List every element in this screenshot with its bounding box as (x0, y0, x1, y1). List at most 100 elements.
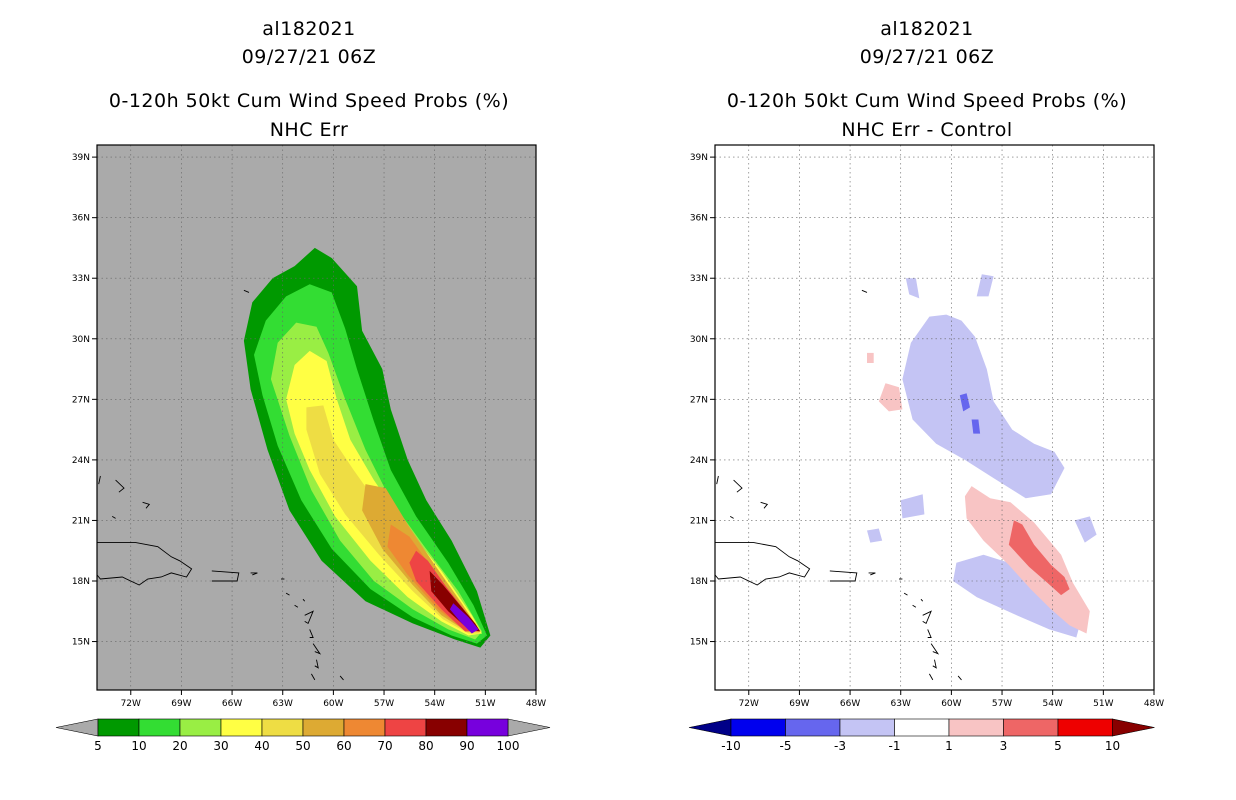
colorbar-label: 80 (418, 739, 433, 753)
product-title: 0-120h 50kt Cum Wind Speed Probs (%) (108, 90, 510, 112)
coastline (312, 643, 322, 655)
coastline (920, 598, 924, 602)
panel-subtitle: NHC Err (269, 119, 349, 141)
y-tick-label: 27N (72, 395, 90, 405)
contour-level-1 (878, 383, 903, 412)
difference-map-chart: 72W 69W 66W 63W 60W 57W 54W 51W 48W 39N 36N 33N 30N 2… (688, 144, 1164, 753)
coastline (115, 479, 125, 493)
x-tick-label: 66W (222, 699, 242, 709)
y-tick-label: 30N (690, 335, 708, 345)
colorbar-swatch (948, 718, 1004, 737)
datetime-title: 09/27/21 06Z (241, 46, 377, 68)
colorbar-swatch (97, 718, 140, 737)
right-panel: al182021 09/27/21 06Z 0-120h 50kt Cum Wi… (618, 0, 1236, 800)
coastline (142, 501, 151, 509)
y-tick-label: 21N (72, 516, 90, 526)
coastline (96, 542, 193, 586)
colorbar-label: 10 (131, 739, 146, 753)
x-tick-label: 51W (475, 699, 495, 709)
coastline (932, 659, 937, 669)
coastline (716, 475, 719, 485)
y-tick-label: 21N (690, 516, 708, 526)
y-tick-label: 33N (690, 274, 708, 284)
coastline (733, 479, 743, 493)
colorbar-over-triangle (1112, 718, 1155, 737)
colorbar-label: 5 (1054, 739, 1062, 753)
colorbar-label: 60 (336, 739, 351, 753)
contour-level--1 (1074, 516, 1097, 543)
colorbar-swatch (730, 718, 786, 737)
x-tick-label: 60W (323, 699, 343, 709)
coastline (922, 610, 932, 625)
colorbar-swatch (466, 718, 509, 737)
contour-level-90 (449, 603, 479, 634)
colorbar-over-triangle (507, 718, 551, 737)
contour-level--1 (902, 314, 1065, 499)
coastline (929, 673, 934, 681)
contour-level--1 (976, 274, 994, 297)
colorbar-swatch (384, 718, 427, 737)
contour-level--1 (867, 528, 883, 543)
y-tick-label: 39N (690, 153, 708, 163)
y-tick-label: 33N (72, 274, 90, 284)
x-tick-label: 48W (1144, 699, 1164, 709)
colorbar-label: 5 (94, 739, 102, 753)
x-tick-label: 48W (526, 699, 546, 709)
colorbar-label: -10 (721, 739, 741, 753)
contour-level-3 (1008, 520, 1070, 596)
colorbar-label: 3 (1000, 739, 1008, 753)
contour-level-1 (867, 352, 874, 363)
colorbar-label: 40 (254, 739, 269, 753)
x-tick-label: 57W (374, 699, 394, 709)
contour-level--3 (971, 419, 981, 434)
x-tick-label: 63W (891, 699, 911, 709)
coastline (314, 659, 319, 669)
y-tick-label: 39N (72, 153, 90, 163)
y-tick-label: 24N (72, 456, 90, 466)
y-tick-label: 15N (72, 638, 90, 648)
storm-id-title: al182021 (262, 18, 356, 40)
colorbar-swatch (1057, 718, 1113, 737)
coastline (250, 572, 258, 576)
y-tick-label: 18N (690, 577, 708, 587)
coastline (98, 475, 101, 485)
coastline (861, 289, 868, 293)
x-tick-label: 51W (1093, 699, 1113, 709)
coastline (714, 542, 811, 586)
coastline (829, 570, 858, 582)
colorbar-label: -1 (889, 739, 901, 753)
coastline (285, 592, 290, 596)
y-tick-label: 36N (72, 214, 90, 224)
coastline (339, 675, 344, 681)
colorbar-swatch (894, 718, 950, 737)
colorbar-swatch (785, 718, 841, 737)
colorbar-swatch (343, 718, 386, 737)
y-tick-label: 24N (690, 456, 708, 466)
contour-level--1 (905, 278, 920, 299)
colorbar-label: 20 (172, 739, 187, 753)
coastline (294, 604, 299, 608)
contour-level--1 (953, 554, 1084, 638)
x-tick-label: 72W (739, 699, 759, 709)
coastline (903, 592, 908, 596)
coastline (729, 516, 734, 519)
colorbar-swatch (425, 718, 468, 737)
x-tick-label: 60W (941, 699, 961, 709)
coastline (868, 572, 876, 576)
storm-id-title: al182021 (880, 18, 974, 40)
coastline (304, 610, 314, 625)
y-tick-label: 36N (690, 214, 708, 224)
colorbar-swatch (839, 718, 895, 737)
contour-level--1 (900, 494, 925, 519)
coastline (912, 604, 917, 608)
coastline (760, 501, 769, 509)
contour-level-80 (429, 570, 481, 632)
x-tick-label: 66W (840, 699, 860, 709)
coastline (302, 598, 306, 602)
map-frame (714, 144, 1155, 691)
coastline (927, 629, 932, 638)
coastline (957, 675, 962, 681)
y-tick-label: 15N (690, 638, 708, 648)
map-frame (96, 144, 537, 691)
coastline (311, 673, 316, 681)
